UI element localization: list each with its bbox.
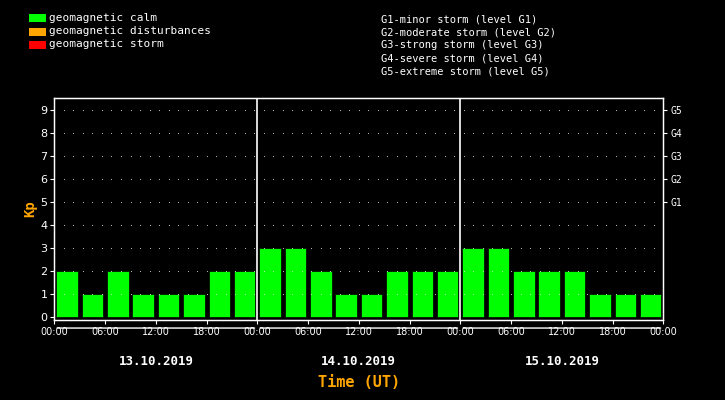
Bar [386, 270, 407, 316]
Text: G3-strong storm (level G3): G3-strong storm (level G3) [381, 40, 543, 50]
Bar [107, 270, 128, 316]
Text: 15.10.2019: 15.10.2019 [524, 356, 600, 368]
Bar [260, 248, 281, 316]
Bar [589, 294, 610, 316]
Bar [437, 270, 458, 316]
Text: 14.10.2019: 14.10.2019 [321, 356, 397, 368]
Bar [513, 270, 534, 316]
Bar [412, 270, 433, 316]
Bar [640, 294, 661, 316]
Bar [133, 294, 154, 316]
Text: Time (UT): Time (UT) [318, 375, 400, 390]
Bar [158, 294, 179, 316]
Bar [310, 270, 331, 316]
Bar [463, 248, 484, 316]
Bar [336, 294, 357, 316]
Bar [209, 270, 230, 316]
Bar [183, 294, 204, 316]
Text: G2-moderate storm (level G2): G2-moderate storm (level G2) [381, 28, 555, 38]
Text: 13.10.2019: 13.10.2019 [118, 356, 194, 368]
Text: geomagnetic storm: geomagnetic storm [49, 39, 164, 49]
Text: G4-severe storm (level G4): G4-severe storm (level G4) [381, 53, 543, 63]
Text: G1-minor storm (level G1): G1-minor storm (level G1) [381, 15, 537, 25]
Bar [615, 294, 636, 316]
Bar [564, 270, 585, 316]
Bar [539, 270, 560, 316]
Bar [57, 270, 78, 316]
Text: geomagnetic disturbances: geomagnetic disturbances [49, 26, 211, 36]
Text: G5-extreme storm (level G5): G5-extreme storm (level G5) [381, 66, 550, 76]
Bar [361, 294, 382, 316]
Bar [234, 270, 255, 316]
Bar [285, 248, 306, 316]
Text: geomagnetic calm: geomagnetic calm [49, 13, 157, 23]
Bar [488, 248, 509, 316]
Y-axis label: Kp: Kp [23, 201, 38, 217]
Bar [82, 294, 103, 316]
